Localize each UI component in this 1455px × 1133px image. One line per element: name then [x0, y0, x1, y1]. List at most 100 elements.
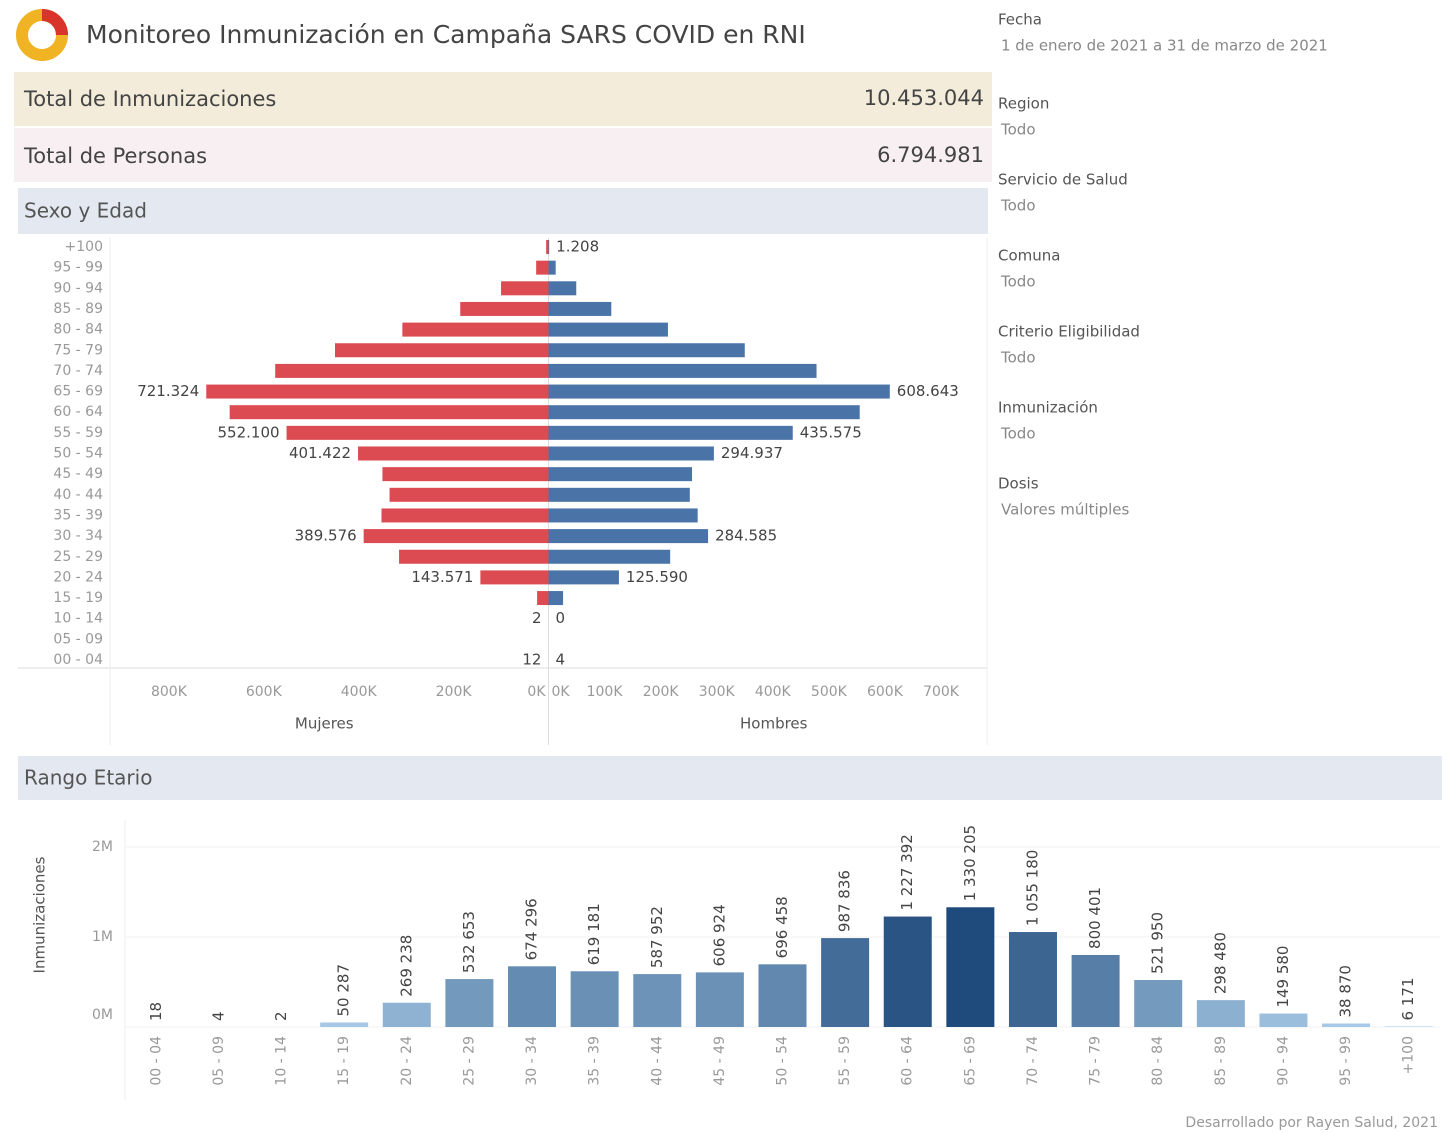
bar — [537, 591, 549, 606]
value-label: 6 171 — [1399, 977, 1417, 1020]
x-tick-label: 75 - 79 — [1088, 1036, 1104, 1086]
x-tick-label: 100K — [587, 684, 624, 700]
x-tick-label: 0K — [527, 684, 546, 700]
bar — [229, 405, 549, 420]
bar — [399, 549, 549, 564]
bar — [1071, 954, 1120, 1027]
x-tick-label: 10 - 14 — [274, 1036, 290, 1086]
value-label: 987 836 — [836, 870, 854, 932]
value-label: 521 950 — [1149, 912, 1167, 974]
y-tick-label: 1M — [92, 929, 113, 945]
filter-value: Valores múltiples — [1001, 501, 1130, 519]
category-label: 00 - 04 — [53, 652, 103, 668]
section-band — [18, 188, 988, 234]
x-tick-label: 400K — [755, 684, 792, 700]
category-label: 10 - 14 — [53, 611, 103, 627]
value-label: 298 480 — [1211, 932, 1229, 994]
x-tick-label: 65 - 69 — [962, 1036, 978, 1086]
category-label: 30 - 34 — [53, 528, 103, 544]
x-tick-label: 05 - 09 — [211, 1036, 227, 1086]
category-label: 40 - 44 — [53, 487, 103, 503]
x-tick-label: 700K — [923, 684, 960, 700]
bar — [548, 281, 577, 296]
bar — [206, 384, 549, 399]
kpi-label: Total de Inmunizaciones — [23, 87, 276, 111]
value-label: 619 181 — [585, 903, 603, 965]
bar — [758, 964, 807, 1027]
bar — [382, 1002, 431, 1027]
x-tick-label: 40 - 44 — [649, 1036, 665, 1086]
section-band — [18, 756, 1442, 800]
x-tick-label: 45 - 49 — [712, 1036, 728, 1086]
x-tick-label: 95 - 99 — [1338, 1036, 1354, 1086]
value-label: 2 — [272, 1011, 290, 1021]
value-label: 269 238 — [397, 935, 415, 997]
value-label: 800 401 — [1086, 887, 1104, 949]
value-label: 12 — [522, 651, 541, 669]
x-tick-label: 200K — [643, 684, 680, 700]
x-tick-label: 60 - 64 — [900, 1036, 916, 1086]
value-label: 696 458 — [773, 896, 791, 958]
value-label: 38 870 — [1337, 965, 1355, 1018]
bar — [389, 487, 549, 502]
bar — [821, 938, 870, 1027]
bar — [548, 570, 619, 585]
x-tick-label: 85 - 89 — [1213, 1036, 1229, 1086]
kpi-label: Total de Personas — [23, 144, 207, 168]
bar — [1134, 980, 1183, 1027]
category-label: 95 - 99 — [53, 260, 103, 276]
bar — [548, 384, 890, 399]
bar — [445, 979, 494, 1027]
category-label: 80 - 84 — [53, 322, 103, 338]
x-tick-label: 20 - 24 — [399, 1036, 415, 1086]
section-title: Sexo y Edad — [24, 199, 147, 223]
bar — [883, 916, 932, 1027]
category-label: 65 - 69 — [53, 384, 103, 400]
dashboard-title: Monitoreo Inmunización en Campaña SARS C… — [86, 20, 806, 49]
bar — [548, 508, 698, 523]
kpi-band — [14, 128, 992, 182]
value-label: 294.937 — [721, 444, 783, 462]
category-label: 85 - 89 — [53, 301, 103, 317]
bar — [1008, 932, 1057, 1027]
value-label: 143.571 — [411, 568, 473, 586]
x-tick-label: 25 - 29 — [461, 1036, 477, 1086]
bar — [548, 405, 860, 420]
value-label: 606 924 — [710, 904, 728, 966]
bar — [946, 907, 995, 1027]
bar — [402, 322, 549, 337]
filter-value: Todo — [1000, 273, 1036, 291]
x-tick-label: 55 - 59 — [837, 1036, 853, 1086]
filter-label: Inmunización — [998, 399, 1098, 417]
value-label: 608.643 — [897, 382, 959, 400]
footer: Desarrollado por Rayen Salud, 2021 — [1185, 1115, 1438, 1131]
filter-value: 1 de enero de 2021 a 31 de marzo de 2021 — [1001, 37, 1328, 55]
category-label: 45 - 49 — [53, 466, 103, 482]
filter-label: Dosis — [998, 475, 1039, 493]
value-label: 50 287 — [335, 964, 353, 1017]
category-label: 55 - 59 — [53, 425, 103, 441]
category-label: 25 - 29 — [53, 549, 103, 565]
value-label: 1 227 392 — [898, 834, 916, 910]
bar — [275, 363, 549, 378]
bar — [501, 281, 549, 296]
x-tick-label: 400K — [341, 684, 378, 700]
axis-title: Mujeres — [295, 715, 354, 733]
bar — [1259, 1013, 1308, 1027]
category-label: 75 - 79 — [53, 342, 103, 358]
x-tick-label: 35 - 39 — [587, 1036, 603, 1086]
bar — [381, 508, 549, 523]
bar-chart: Inmunizaciones 0M 1M 2M 18 00 - 04 4 05 - 09 2 10… — [31, 820, 1440, 1100]
bar — [548, 322, 668, 337]
value-label: 2 — [532, 609, 542, 627]
filter-label: Comuna — [998, 247, 1060, 265]
axis-title: Hombres — [740, 715, 808, 733]
filter-value: Todo — [1000, 349, 1036, 367]
bar — [548, 446, 714, 461]
filter-label: Servicio de Salud — [998, 171, 1128, 189]
category-label: 60 - 64 — [53, 404, 103, 420]
category-label: 15 - 19 — [53, 590, 103, 606]
value-label: 674 296 — [523, 898, 541, 960]
x-tick-label: 80 - 84 — [1150, 1036, 1166, 1086]
